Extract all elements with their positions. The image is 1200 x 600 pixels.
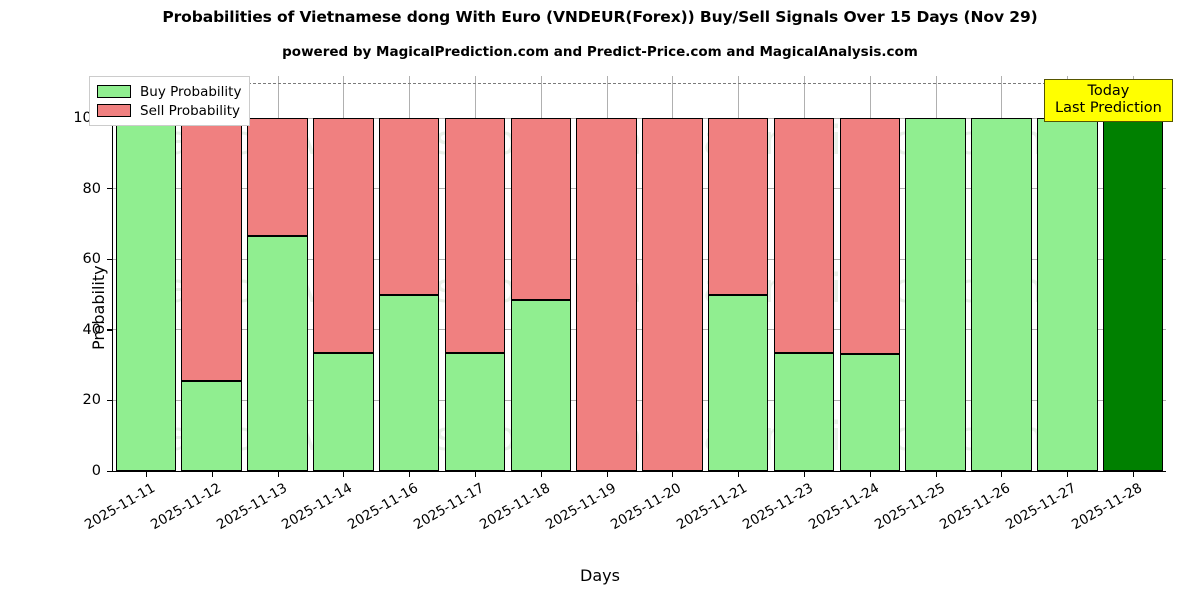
bar-group[interactable] [378,76,440,471]
bar-segment-sell[interactable] [444,118,506,353]
bar-segment-buy[interactable] [905,118,966,471]
reference-line [113,83,1166,85]
x-axis-label: Days [580,566,620,585]
bar-segment-sell[interactable] [642,118,703,471]
x-tick-mark [409,471,411,477]
bar-segment-buy[interactable] [181,381,242,471]
bar-segment-today[interactable] [1102,118,1164,471]
bar-group[interactable] [115,76,177,471]
y-tick-mark [107,399,113,402]
bar-segment-sell[interactable] [247,118,308,236]
bar-segment-buy[interactable] [378,294,440,471]
x-tick-mark [804,471,806,477]
x-tick-mark [870,471,872,477]
bar-segment-sell[interactable] [839,118,901,354]
gridline-horizontal [113,399,1166,401]
bar-group[interactable] [839,76,901,471]
bar-segment-sell[interactable] [181,118,242,382]
bar-segment-buy[interactable] [510,300,572,471]
today-annotation-line2: Last Prediction [1055,100,1162,117]
chart-legend: Buy Probability Sell Probability [89,76,251,126]
x-tick-mark [475,471,477,477]
bar-segment-buy[interactable] [1037,118,1098,471]
bar-segment-sell[interactable] [378,118,440,295]
bar-group[interactable] [313,76,374,471]
bar-group[interactable] [1102,76,1164,471]
x-tick-mark [672,471,674,477]
y-tick-mark [107,258,113,260]
gridline-horizontal [113,329,1166,331]
gridline-horizontal [113,188,1166,190]
y-tick-mark [107,470,113,472]
x-tick-mark [738,471,740,477]
x-tick-mark [607,471,609,477]
legend-swatch-sell-icon [97,104,131,117]
x-tick-mark [146,471,148,477]
bar-group[interactable] [181,76,242,471]
bar-segment-sell[interactable] [510,118,572,301]
legend-swatch-buy-icon [97,85,131,98]
bar-group[interactable] [510,76,572,471]
bar-group[interactable] [576,76,637,471]
bar-segment-buy[interactable] [115,118,177,471]
x-tick-label: 2025-11-28 [1069,480,1146,534]
legend-label-buy: Buy Probability [140,83,242,100]
x-tick-mark [541,471,543,477]
legend-item-sell[interactable]: Sell Probability [97,101,241,120]
y-tick-mark [107,329,113,331]
bar-segment-sell[interactable] [773,118,835,353]
bar-segment-buy[interactable] [247,235,308,471]
bar-segment-buy[interactable] [707,294,769,471]
bar-segment-buy[interactable] [971,118,1032,471]
bar-segment-buy[interactable] [773,352,835,471]
bar-group[interactable] [971,76,1032,471]
bar-segment-sell[interactable] [707,118,769,295]
chart-subtitle: powered by MagicalPrediction.com and Pre… [282,44,918,60]
bar-group[interactable] [247,76,308,471]
y-tick-label: 40 [82,321,101,338]
y-tick-label: 0 [91,463,101,479]
gridline-horizontal [113,117,1166,119]
gridline-horizontal [113,470,1166,471]
bar-group[interactable] [707,76,769,471]
x-tick-mark [1133,471,1135,477]
bar-segment-buy[interactable] [313,352,374,471]
x-tick-mark [343,471,345,477]
today-annotation: Today Last Prediction [1044,79,1173,123]
bar-group[interactable] [905,76,966,471]
x-tick-mark [936,471,938,477]
bar-segment-buy[interactable] [444,352,506,471]
bar-group[interactable] [1037,76,1098,471]
legend-label-sell: Sell Probability [140,102,241,119]
legend-item-buy[interactable]: Buy Probability [97,82,241,101]
y-tick-label: 20 [82,392,101,409]
bar-segment-buy[interactable] [839,353,901,471]
plot-area: MagicalAnalysis.comMagicalPrediction.com… [73,76,1166,533]
x-tick-mark [1067,471,1069,477]
bar-group[interactable] [642,76,703,471]
bar-segment-sell[interactable] [576,118,637,471]
chart-title: Probabilities of Vietnamese dong With Eu… [162,8,1038,26]
gridline-horizontal [113,258,1166,260]
bar-group[interactable] [444,76,506,471]
y-tick-label: 80 [82,180,101,197]
x-tick-mark [212,471,214,477]
y-tick-label: 60 [82,251,101,268]
bar-group[interactable] [773,76,835,471]
today-annotation-line1: Today [1087,83,1130,99]
y-tick-mark [107,188,113,190]
bar-segment-sell[interactable] [313,118,374,353]
plot-inner: MagicalAnalysis.comMagicalPrediction.com… [113,76,1166,471]
x-tick-mark [1001,471,1003,477]
x-tick-mark [278,471,280,477]
